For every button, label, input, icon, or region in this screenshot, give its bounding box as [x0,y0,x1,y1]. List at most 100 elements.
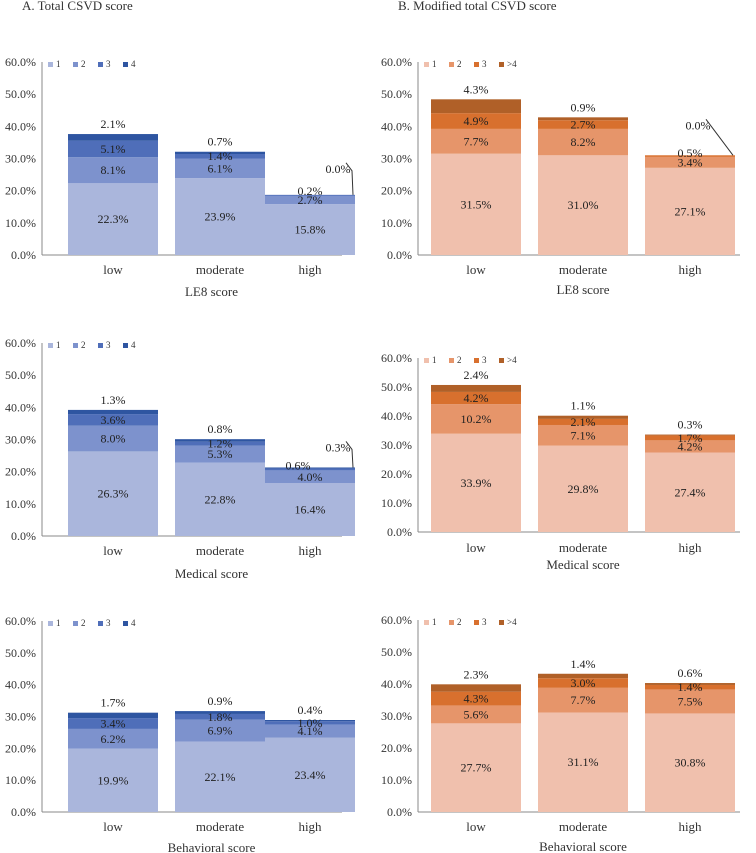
bar-segment-2-moderate [175,719,265,742]
data-label: 2.4% [464,368,489,382]
bar-segment-2-low [68,157,158,184]
legend-swatch [474,62,479,67]
data-label: 1.2% [208,437,233,451]
y-tick-label: 20.0% [381,184,412,198]
legend-label: 3 [482,355,487,365]
data-label: 0.6% [286,458,311,472]
y-tick-label: 0.0% [387,248,412,262]
x-tick-label-moderate: moderate [196,543,245,558]
data-label: 1.7% [678,431,703,445]
data-label: 8.0% [101,432,126,446]
y-tick-label: 40.0% [5,678,36,692]
y-tick-label: 10.0% [5,773,36,787]
legend-swatch [123,343,128,348]
legend-label: 2 [457,355,462,365]
bar-segment-gt4-high [645,434,735,436]
chart-B3: 0.0% 10.0% 20.0% 30.0% 40.0% 50.0% 60.0% 1 2 3 >4 2… [381,613,740,853]
data-label: 23.4% [295,768,326,782]
x-tick-label-high: high [678,262,702,277]
legend-label: 3 [482,617,487,627]
x-tick-label-high: high [298,262,322,277]
legend-swatch [48,343,53,348]
x-tick-label-moderate: moderate [196,819,245,834]
data-label: 3.0% [571,676,596,690]
data-label: 0.9% [208,694,233,708]
legend-label: 1 [56,340,61,350]
bar-segment-3-low [68,140,158,158]
data-label: 8.1% [101,163,126,177]
legend-label: 2 [81,340,86,350]
legend-label: >4 [507,59,517,69]
bar-segment-2-moderate [538,424,628,446]
bar-segment-gt4-low [431,384,521,392]
legend-label: 2 [457,59,462,69]
data-label: 7.5% [678,694,703,708]
y-tick-label: 50.0% [381,645,412,659]
bar-segment-1-high [265,204,355,255]
y-tick-label: 30.0% [381,709,412,723]
bar-segment-4-moderate [175,711,265,714]
data-label: 2.3% [464,667,489,681]
data-label: 4.9% [464,114,489,128]
x-tick-label-high: high [678,819,702,834]
data-label: 4.0% [298,470,323,484]
x-axis-title: Medical score [175,566,249,581]
data-label: 27.4% [675,485,706,499]
x-tick-label-low: low [103,262,123,277]
bar-segment-4-low [68,134,158,141]
data-label: 1.4% [571,657,596,671]
data-label: 0.3% [678,418,703,432]
bar-segment-3-moderate [175,153,265,159]
data-label: 0.6% [678,666,703,680]
bar-segment-1-moderate [538,445,628,532]
bar-segment-2-moderate [175,445,265,463]
bar-segment-2-moderate [175,158,265,179]
y-tick-label: 60.0% [5,336,36,350]
data-label: 1.8% [208,710,233,724]
data-label: 6.2% [101,732,126,746]
bar-segment-3-moderate [538,120,628,129]
data-label: 4.3% [464,692,489,706]
data-label: 3.6% [101,413,126,427]
bar-segment-3-low [431,113,521,129]
y-tick-label: 20.0% [5,465,36,479]
x-tick-label-high: high [298,543,322,558]
legend-swatch [73,621,78,626]
legend-label: >4 [507,355,517,365]
bar-segment-2-high [265,195,355,205]
y-tick-label: 30.0% [5,710,36,724]
bar-segment-1-moderate [175,178,265,255]
legend-swatch [424,620,429,625]
data-label: 22.8% [205,492,236,506]
legend-swatch [123,62,128,67]
data-label: 1.4% [208,149,233,163]
x-axis-title: Medical score [546,557,620,572]
legend-swatch [499,620,504,625]
legend-label: 1 [56,59,61,69]
x-tick-label-high: high [298,819,322,834]
y-tick-label: 0.0% [387,525,412,539]
bar-segment-3-high [265,721,355,725]
legend-label: >4 [507,617,517,627]
y-tick-label: 20.0% [381,467,412,481]
data-label: 31.0% [568,198,599,212]
y-tick-label: 10.0% [381,773,412,787]
y-tick-label: 60.0% [5,55,36,69]
bar-segment-2-low [68,728,158,749]
data-label: 0.3% [326,440,351,454]
bar-segment-gt4-low [431,99,521,114]
data-label: 7.7% [571,693,596,707]
bar-segment-2-moderate [538,128,628,156]
bar-segment-1-low [68,451,158,536]
legend-swatch [98,621,103,626]
y-tick-label: 40.0% [381,119,412,133]
legend-swatch [449,358,454,363]
data-label: 2.7% [298,193,323,207]
y-tick-label: 30.0% [5,152,36,166]
data-label: 30.8% [675,756,706,770]
data-label: 31.5% [461,197,492,211]
data-label: 1.7% [101,696,126,710]
y-tick-label: 50.0% [381,87,412,101]
bar-segment-gt4-low [431,684,521,692]
label-leader-line [705,118,734,156]
